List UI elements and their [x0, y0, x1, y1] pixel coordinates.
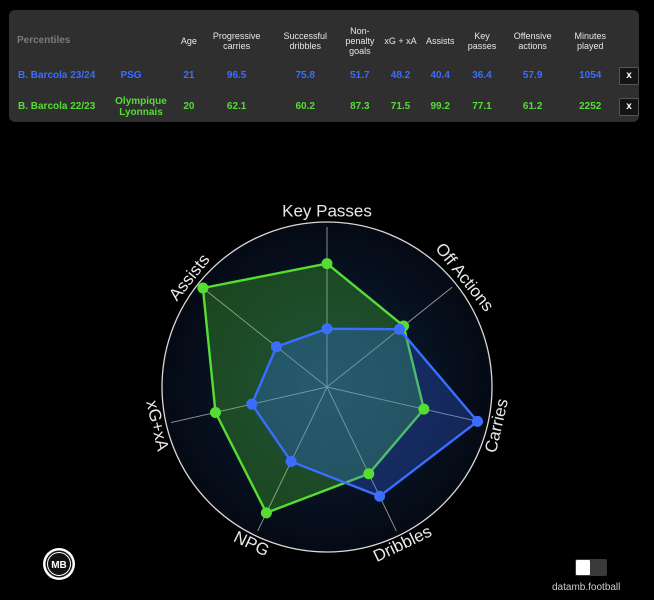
data-point — [472, 415, 484, 427]
spoke-1 — [326, 286, 453, 388]
cell-assists: 40.4 — [430, 70, 450, 81]
cell-assists: 99.2 — [430, 101, 450, 112]
cell-successful-dribbles: 75.8 — [295, 70, 315, 81]
cell-key-passes: 77.1 — [472, 101, 492, 112]
spoke-2 — [326, 386, 484, 424]
data-point — [270, 341, 282, 353]
cell-offensive-actions: 61.2 — [522, 101, 543, 112]
player-cell: B. Barcola 22/23 Olympique Lyonnais — [9, 91, 176, 122]
player-cell: B. Barcola 23/24 PSG — [9, 60, 176, 91]
data-point — [209, 406, 221, 418]
cell-minutes-played: 1054 — [579, 70, 602, 81]
spoke-6 — [201, 286, 328, 388]
cell-offensive-actions: 57.9 — [522, 70, 543, 81]
cell-minutes-played: 2252 — [579, 101, 602, 112]
cell-age: 21 — [183, 70, 195, 81]
cell-progressive-carries: 96.5 — [226, 70, 247, 81]
remove-cell: x — [619, 60, 639, 91]
data-point — [246, 398, 258, 410]
column-header: Progressive carries — [212, 31, 261, 51]
logo-text: MB — [51, 560, 67, 571]
radar-areas — [201, 262, 479, 514]
data-point — [363, 468, 375, 480]
data-point — [321, 258, 333, 270]
remove-player-button[interactable]: x — [619, 97, 639, 116]
theme-toggle[interactable] — [575, 559, 607, 576]
spoke-3 — [326, 386, 397, 532]
cell-key-passes: 36.4 — [472, 70, 492, 81]
team-name: Olympique Lyonnais — [115, 95, 167, 118]
column-header: Key passes — [467, 31, 497, 51]
data-point — [285, 456, 297, 468]
data-point — [321, 323, 333, 335]
column-header: Assists — [425, 36, 455, 46]
player-team-wrap: B. Barcola 23/24 PSG — [18, 70, 176, 81]
toggle-knob — [576, 560, 590, 575]
cell-successful-dribbles: 60.2 — [295, 101, 315, 112]
team-name: PSG — [120, 70, 142, 81]
column-header: Offensive actions — [513, 31, 552, 51]
data-point — [374, 490, 386, 502]
data-point — [260, 507, 272, 519]
remove-cell: x — [619, 91, 639, 122]
cell-npg: 51.7 — [350, 70, 370, 81]
column-header: Minutes played — [574, 31, 606, 51]
percentiles-table-panel: Percentiles Age Progressive carries Succ… — [9, 10, 639, 122]
column-header: xG + xA — [384, 36, 417, 46]
cell-age: 20 — [183, 101, 195, 112]
table-row: B. Barcola 22/23 Olympique Lyonnais 20 6… — [9, 91, 639, 122]
column-header: Successful dribbles — [283, 31, 327, 51]
data-point — [418, 403, 430, 415]
cell-progressive-carries: 62.1 — [226, 101, 247, 112]
column-header: Age — [180, 36, 197, 46]
data-point — [197, 282, 209, 294]
player-name: B. Barcola 23/24 — [18, 70, 96, 81]
data-point — [393, 323, 405, 335]
player-name: B. Barcola 22/23 — [18, 101, 96, 112]
radar-points — [197, 258, 484, 519]
datamb-logo: MB — [43, 548, 75, 580]
remove-player-button[interactable]: x — [619, 66, 639, 85]
cell-xg-xa: 48.2 — [390, 70, 411, 81]
table-row: B. Barcola 23/24 PSG 21 96.5 75.8 51.7 4… — [9, 60, 639, 91]
cell-xg-xa: 71.5 — [390, 101, 411, 112]
axis-label: Key Passes — [282, 201, 372, 220]
percentiles-header: Percentiles — [17, 35, 71, 46]
percentiles-table: Percentiles Age Progressive carries Succ… — [9, 22, 639, 122]
cell-npg: 87.3 — [350, 101, 370, 112]
column-header: Non-penalty goals — [345, 26, 375, 56]
series-area-0 — [250, 327, 479, 498]
table-header-row: Percentiles Age Progressive carries Succ… — [9, 22, 639, 60]
credit-text: datamb.football — [552, 582, 621, 593]
player-team-wrap: B. Barcola 22/23 Olympique Lyonnais — [18, 96, 176, 118]
